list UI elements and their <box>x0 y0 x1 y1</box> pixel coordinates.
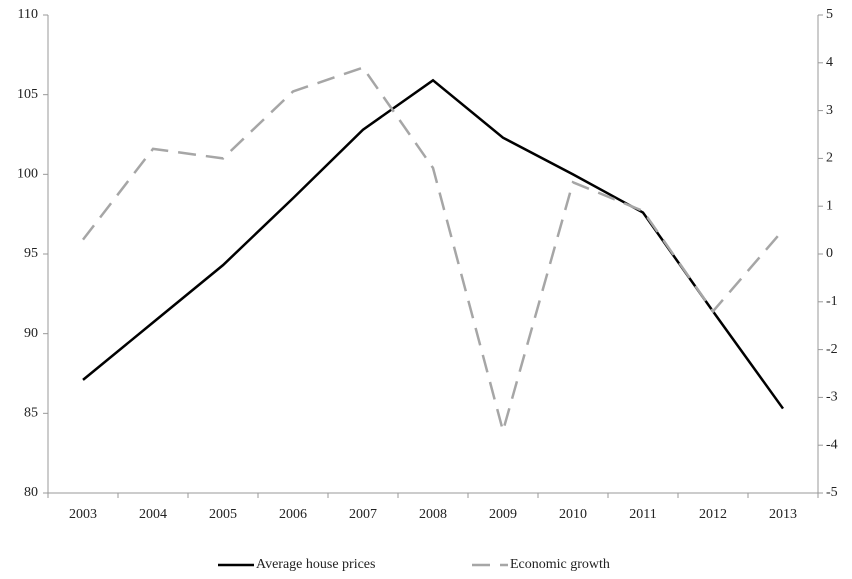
legend-label: Economic growth <box>510 557 610 572</box>
x-tick-label: 2013 <box>769 507 797 522</box>
series-line <box>82 66 784 436</box>
x-tick-label: 2006 <box>279 507 307 522</box>
y-tick-label: 110 <box>18 7 38 22</box>
x-tick-label: 2009 <box>489 507 517 522</box>
x-tick-label: 2005 <box>209 507 237 522</box>
y2-tick-label: -4 <box>826 437 838 452</box>
x-tick-label: 2010 <box>559 507 587 522</box>
y2-tick-label: 2 <box>826 151 833 166</box>
y2-tick-label: -3 <box>826 390 838 405</box>
x-tick-label: 2012 <box>699 507 727 522</box>
x-tick-label: 2011 <box>629 507 656 522</box>
y2-tick-label: 0 <box>826 246 833 261</box>
y2-tick-label: -1 <box>826 294 838 309</box>
y-tick-label: 90 <box>24 326 38 341</box>
y-tick-label: 95 <box>24 246 38 261</box>
y-tick-label: 80 <box>24 485 38 500</box>
y2-tick-label: -5 <box>826 485 838 500</box>
y2-tick-label: 4 <box>826 55 833 70</box>
y2-tick-label: 3 <box>826 103 833 118</box>
legend-label: Average house prices <box>256 557 375 572</box>
x-tick-label: 2007 <box>349 507 377 522</box>
y2-tick-label: 5 <box>826 7 833 22</box>
y-tick-label: 100 <box>17 167 38 182</box>
y2-tick-label: -2 <box>826 342 838 357</box>
x-tick-label: 2003 <box>69 507 97 522</box>
y-tick-label: 105 <box>17 87 38 102</box>
series-line <box>82 78 785 410</box>
x-tick-label: 2008 <box>419 507 447 522</box>
y2-tick-label: 1 <box>826 198 833 213</box>
y-tick-label: 85 <box>24 406 38 421</box>
x-tick-label: 2004 <box>139 507 167 522</box>
